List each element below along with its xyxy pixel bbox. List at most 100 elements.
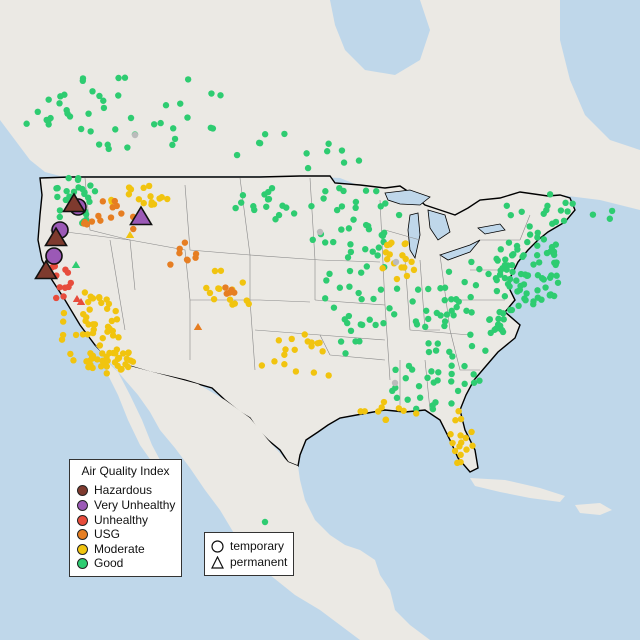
site-marker xyxy=(461,362,468,370)
site-marker xyxy=(167,261,174,268)
site-marker xyxy=(520,252,527,259)
site-marker xyxy=(64,110,71,117)
site-marker xyxy=(347,248,355,256)
site-marker xyxy=(552,218,560,226)
site-marker xyxy=(282,346,289,353)
site-marker xyxy=(432,347,440,354)
site-marker xyxy=(325,372,332,379)
site-marker xyxy=(534,287,541,294)
site-marker xyxy=(67,279,75,287)
site-marker xyxy=(451,447,459,455)
site-marker xyxy=(114,355,122,363)
site-marker xyxy=(164,195,171,203)
site-marker xyxy=(125,349,132,357)
lake-superior xyxy=(384,189,431,206)
site-marker xyxy=(476,377,483,384)
site-marker xyxy=(103,370,110,377)
site-marker xyxy=(441,322,448,330)
site-marker xyxy=(530,261,537,268)
site-marker xyxy=(355,157,363,164)
site-marker xyxy=(448,296,455,303)
site-marker xyxy=(60,293,67,300)
site-marker xyxy=(498,327,506,334)
site-marker xyxy=(275,211,283,219)
site-marker xyxy=(523,290,530,297)
site-marker xyxy=(502,256,509,263)
site-marker xyxy=(232,204,239,212)
site-marker xyxy=(75,174,82,182)
site-marker xyxy=(80,310,87,318)
site-marker xyxy=(330,304,338,311)
site-marker xyxy=(263,203,270,210)
site-marker xyxy=(500,316,507,323)
site-marker xyxy=(469,442,476,449)
site-marker xyxy=(560,217,568,224)
site-marker xyxy=(330,238,337,246)
site-marker xyxy=(322,188,329,195)
site-marker xyxy=(448,370,455,378)
legend-label-hazardous: Hazardous xyxy=(94,483,153,497)
aqi-markers xyxy=(23,74,616,526)
site-marker xyxy=(379,232,387,240)
site-marker xyxy=(184,76,192,83)
site-marker xyxy=(449,353,456,360)
site-marker xyxy=(291,346,298,353)
site-marker xyxy=(405,362,413,370)
site-marker xyxy=(514,246,521,253)
site-marker xyxy=(338,147,346,154)
site-marker xyxy=(516,286,524,294)
good-swatch xyxy=(77,557,88,569)
site-marker xyxy=(47,114,54,122)
legend-item-moderate: Moderate xyxy=(77,542,145,556)
site-marker xyxy=(467,331,474,338)
permanent-site-marker xyxy=(193,323,203,330)
site-marker xyxy=(323,148,331,155)
site-marker xyxy=(239,279,246,286)
site-marker xyxy=(338,203,346,210)
site-marker xyxy=(115,334,122,341)
site-marker xyxy=(443,311,451,318)
site-marker xyxy=(243,297,250,304)
site-marker xyxy=(448,378,455,385)
site-marker xyxy=(448,400,455,407)
site-marker xyxy=(85,321,92,328)
site-marker xyxy=(23,120,30,127)
site-marker xyxy=(509,268,516,276)
lake-huron xyxy=(427,209,451,241)
site-marker xyxy=(374,252,381,259)
site-marker xyxy=(96,92,103,100)
site-marker xyxy=(281,130,288,138)
site-marker xyxy=(476,265,483,273)
site-marker xyxy=(279,202,286,209)
site-marker xyxy=(542,284,549,291)
site-marker xyxy=(45,96,52,103)
site-marker xyxy=(449,439,456,447)
site-marker xyxy=(251,206,258,214)
site-marker xyxy=(515,302,522,310)
site-marker xyxy=(89,88,96,95)
aqi-legend: Air Quality Index Hazardous Very Unhealt… xyxy=(69,459,182,577)
site-marker xyxy=(521,295,528,302)
site-marker xyxy=(505,239,513,246)
site-marker xyxy=(352,204,359,212)
site-marker xyxy=(493,255,500,263)
site-marker xyxy=(468,342,476,350)
permanent-site-marker xyxy=(76,298,86,305)
site-marker xyxy=(363,263,371,270)
site-marker xyxy=(380,319,387,327)
site-marker xyxy=(389,387,396,395)
site-marker xyxy=(507,211,515,219)
site-marker xyxy=(366,316,373,323)
site-marker xyxy=(34,108,41,116)
site-marker xyxy=(470,371,477,378)
site-marker xyxy=(372,321,379,329)
site-marker xyxy=(231,289,238,296)
site-marker xyxy=(401,240,408,248)
site-marker xyxy=(105,145,112,153)
site-marker xyxy=(99,350,106,357)
site-marker xyxy=(548,272,555,279)
hispaniola xyxy=(575,503,612,515)
site-marker xyxy=(501,274,509,282)
site-marker xyxy=(392,258,400,266)
